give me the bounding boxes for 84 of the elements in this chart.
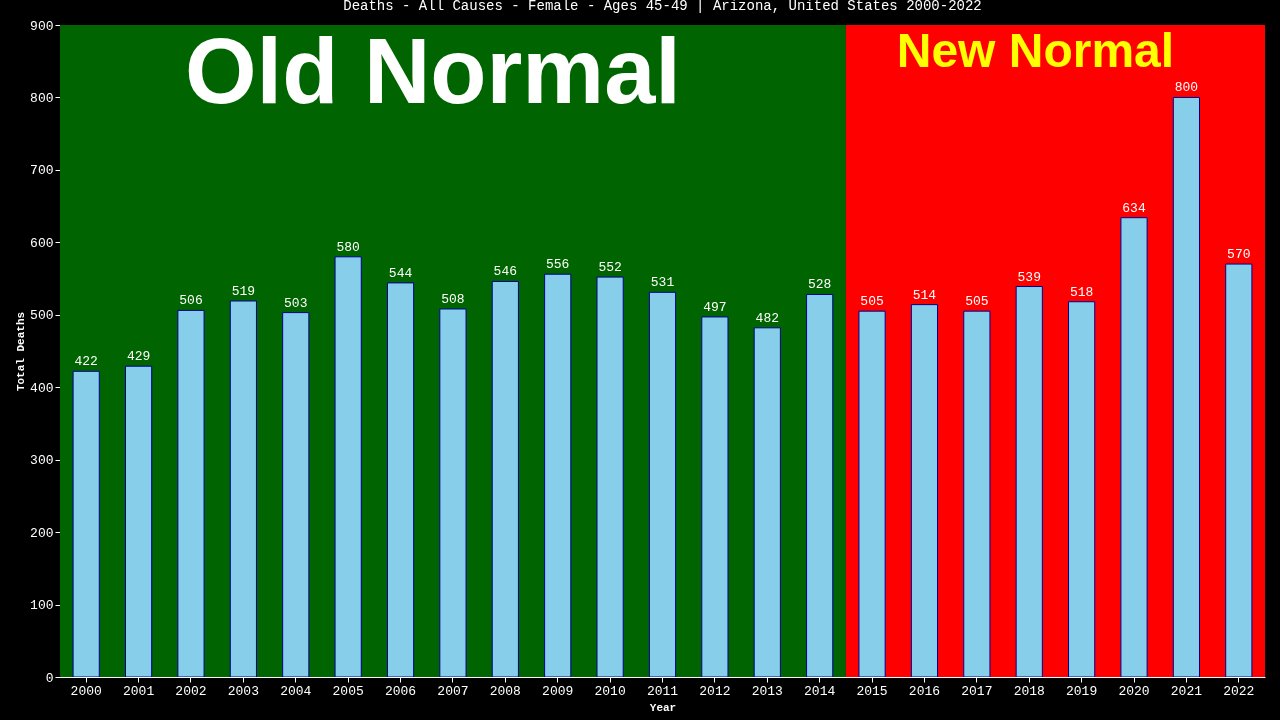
bar xyxy=(858,310,886,678)
y-tick-label: 900 xyxy=(30,18,54,34)
data-label: 518 xyxy=(1069,284,1094,300)
data-label: 506 xyxy=(179,293,203,309)
data-label: 429 xyxy=(126,349,151,365)
data-label: 505 xyxy=(965,294,989,310)
x-tick-label: 2006 xyxy=(384,683,417,699)
data-label: 544 xyxy=(388,265,413,281)
y-tick-label: 100 xyxy=(30,598,54,614)
y-tick-label: 200 xyxy=(30,525,54,541)
bar xyxy=(544,273,572,678)
bar xyxy=(1120,217,1148,678)
x-tick-label: 2010 xyxy=(594,683,626,699)
bar xyxy=(701,316,729,678)
data-label: 503 xyxy=(284,295,308,311)
bar xyxy=(806,293,834,678)
bar xyxy=(439,308,467,678)
x-tick-label: 2009 xyxy=(542,683,574,699)
data-label: 528 xyxy=(807,277,832,293)
x-tick-label: 2005 xyxy=(332,683,364,699)
y-tick-label: 800 xyxy=(30,90,54,106)
bar xyxy=(596,276,624,678)
band-label: New Normal xyxy=(896,24,1175,77)
data-label: 546 xyxy=(493,264,518,280)
bar xyxy=(282,312,310,678)
bar xyxy=(753,327,781,678)
chart-title: Deaths - All Causes - Female - Ages 45-49 | Arizona, United States 2000-2022 xyxy=(343,0,982,14)
band-label: Old Normal xyxy=(185,20,681,122)
bar xyxy=(1225,263,1253,678)
x-tick-label: 2003 xyxy=(227,683,259,699)
bar xyxy=(1172,96,1201,678)
y-tick-label: 300 xyxy=(30,453,54,469)
y-tick-label: 500 xyxy=(30,308,54,324)
data-label: 800 xyxy=(1174,80,1199,96)
x-tick-label: 2007 xyxy=(437,683,469,699)
data-label: 519 xyxy=(231,284,256,300)
x-tick-label: 2016 xyxy=(908,683,941,699)
bar xyxy=(334,256,362,678)
data-label: 514 xyxy=(912,287,937,303)
x-tick-label: 2008 xyxy=(489,683,521,699)
x-tick-label: 2020 xyxy=(1118,683,1150,699)
bar xyxy=(229,300,257,678)
y-tick-label: 0 xyxy=(45,670,54,686)
data-label: 580 xyxy=(336,239,360,255)
data-label: 539 xyxy=(1017,269,1041,285)
data-label: 634 xyxy=(1122,200,1146,216)
data-label: 482 xyxy=(755,310,779,326)
x-tick-label: 2012 xyxy=(699,683,731,699)
bar xyxy=(963,310,991,678)
x-tick-label: 2014 xyxy=(804,683,836,699)
bar xyxy=(1068,301,1096,678)
y-tick-label: 400 xyxy=(30,380,54,396)
data-label: 552 xyxy=(598,260,622,276)
x-tick-label: 2018 xyxy=(1013,683,1045,699)
data-label: 505 xyxy=(860,294,884,310)
x-tick-label: 2019 xyxy=(1066,683,1098,699)
y-tick-label: 700 xyxy=(30,163,54,179)
x-tick-label: 2022 xyxy=(1223,683,1255,699)
data-label: 422 xyxy=(74,354,98,370)
x-tick-label: 2017 xyxy=(961,683,993,699)
bar xyxy=(491,280,519,678)
data-label: 531 xyxy=(650,275,675,291)
y-axis-title: Total Deaths xyxy=(15,311,28,392)
x-tick-label: 2000 xyxy=(70,683,102,699)
bar xyxy=(124,365,153,678)
bar xyxy=(177,309,205,678)
data-label: 508 xyxy=(441,291,465,307)
x-tick-label: 2004 xyxy=(280,683,312,699)
bar xyxy=(1015,286,1043,678)
data-label: 556 xyxy=(546,257,570,273)
x-axis-title: Year xyxy=(649,701,677,714)
x-tick-label: 2015 xyxy=(856,683,888,699)
bar xyxy=(648,291,677,678)
bar xyxy=(72,370,100,678)
y-tick-label: 600 xyxy=(30,235,54,251)
x-tick-label: 2021 xyxy=(1170,683,1203,699)
data-label: 497 xyxy=(703,299,727,315)
x-tick-label: 2002 xyxy=(175,683,207,699)
x-tick-label: 2011 xyxy=(646,683,679,699)
bar xyxy=(386,282,415,678)
data-label: 570 xyxy=(1227,247,1251,263)
x-tick-label: 2013 xyxy=(751,683,783,699)
bar xyxy=(910,304,939,678)
x-tick-label: 2001 xyxy=(122,683,155,699)
